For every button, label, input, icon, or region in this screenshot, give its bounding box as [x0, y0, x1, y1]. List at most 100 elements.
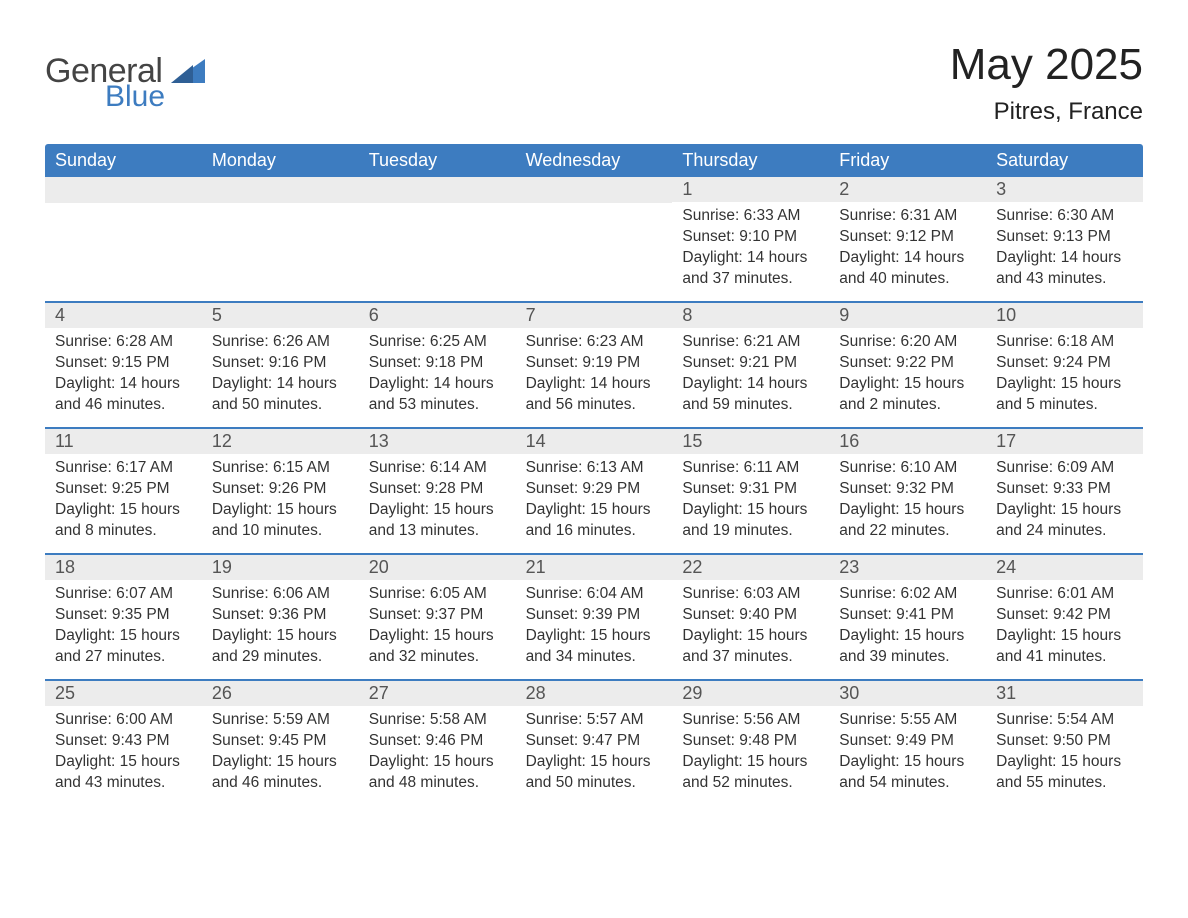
- day-cell: 14Sunrise: 6:13 AMSunset: 9:29 PMDayligh…: [516, 429, 673, 553]
- sunrise-line: Sunrise: 6:26 AM: [212, 332, 349, 353]
- daylight-line: Daylight: 14 hours and 37 minutes.: [682, 248, 819, 290]
- sunset-line: Sunset: 9:45 PM: [212, 731, 349, 752]
- daylight-line: Daylight: 15 hours and 27 minutes.: [55, 626, 192, 668]
- sunrise-line: Sunrise: 6:17 AM: [55, 458, 192, 479]
- day-cell: 8Sunrise: 6:21 AMSunset: 9:21 PMDaylight…: [672, 303, 829, 427]
- day-details: Sunrise: 6:18 AMSunset: 9:24 PMDaylight:…: [986, 328, 1143, 424]
- daylight-line: Daylight: 15 hours and 48 minutes.: [369, 752, 506, 794]
- sunrise-line: Sunrise: 6:05 AM: [369, 584, 506, 605]
- sunset-line: Sunset: 9:39 PM: [526, 605, 663, 626]
- month-title: May 2025: [950, 40, 1143, 90]
- day-cell: 10Sunrise: 6:18 AMSunset: 9:24 PMDayligh…: [986, 303, 1143, 427]
- sunset-line: Sunset: 9:29 PM: [526, 479, 663, 500]
- day-cell: 29Sunrise: 5:56 AMSunset: 9:48 PMDayligh…: [672, 681, 829, 805]
- daylight-line: Daylight: 15 hours and 32 minutes.: [369, 626, 506, 668]
- sunset-line: Sunset: 9:43 PM: [55, 731, 192, 752]
- day-cell: 4Sunrise: 6:28 AMSunset: 9:15 PMDaylight…: [45, 303, 202, 427]
- sunrise-line: Sunrise: 6:04 AM: [526, 584, 663, 605]
- day-cell: 23Sunrise: 6:02 AMSunset: 9:41 PMDayligh…: [829, 555, 986, 679]
- daylight-line: Daylight: 15 hours and 19 minutes.: [682, 500, 819, 542]
- weekday-header: Sunday: [45, 144, 202, 177]
- day-number: 21: [516, 555, 673, 580]
- sunrise-line: Sunrise: 6:31 AM: [839, 206, 976, 227]
- brand-word-2: Blue: [105, 82, 165, 112]
- daylight-line: Daylight: 14 hours and 43 minutes.: [996, 248, 1133, 290]
- weekday-header: Wednesday: [516, 144, 673, 177]
- day-cell: 20Sunrise: 6:05 AMSunset: 9:37 PMDayligh…: [359, 555, 516, 679]
- day-cell: 28Sunrise: 5:57 AMSunset: 9:47 PMDayligh…: [516, 681, 673, 805]
- day-number: 22: [672, 555, 829, 580]
- calendar-grid: SundayMondayTuesdayWednesdayThursdayFrid…: [45, 144, 1143, 805]
- calendar-page: General Blue May 2025 Pitres, France Sun…: [0, 0, 1188, 918]
- sunset-line: Sunset: 9:50 PM: [996, 731, 1133, 752]
- weekday-header-row: SundayMondayTuesdayWednesdayThursdayFrid…: [45, 144, 1143, 177]
- day-cell: 15Sunrise: 6:11 AMSunset: 9:31 PMDayligh…: [672, 429, 829, 553]
- day-number: 29: [672, 681, 829, 706]
- day-cell: 19Sunrise: 6:06 AMSunset: 9:36 PMDayligh…: [202, 555, 359, 679]
- day-cell: 12Sunrise: 6:15 AMSunset: 9:26 PMDayligh…: [202, 429, 359, 553]
- daylight-line: Daylight: 15 hours and 13 minutes.: [369, 500, 506, 542]
- sunrise-line: Sunrise: 6:25 AM: [369, 332, 506, 353]
- daylight-line: Daylight: 14 hours and 40 minutes.: [839, 248, 976, 290]
- day-cell: 30Sunrise: 5:55 AMSunset: 9:49 PMDayligh…: [829, 681, 986, 805]
- sunset-line: Sunset: 9:19 PM: [526, 353, 663, 374]
- day-number: [516, 177, 673, 203]
- day-details: Sunrise: 5:58 AMSunset: 9:46 PMDaylight:…: [359, 706, 516, 802]
- sunrise-line: Sunrise: 6:06 AM: [212, 584, 349, 605]
- day-cell: [202, 177, 359, 301]
- day-number: 7: [516, 303, 673, 328]
- sunset-line: Sunset: 9:10 PM: [682, 227, 819, 248]
- daylight-line: Daylight: 15 hours and 22 minutes.: [839, 500, 976, 542]
- day-cell: 5Sunrise: 6:26 AMSunset: 9:16 PMDaylight…: [202, 303, 359, 427]
- day-details: Sunrise: 6:03 AMSunset: 9:40 PMDaylight:…: [672, 580, 829, 676]
- sunrise-line: Sunrise: 5:57 AM: [526, 710, 663, 731]
- day-details: Sunrise: 6:09 AMSunset: 9:33 PMDaylight:…: [986, 454, 1143, 550]
- day-details: Sunrise: 5:54 AMSunset: 9:50 PMDaylight:…: [986, 706, 1143, 802]
- day-number: 15: [672, 429, 829, 454]
- day-details: Sunrise: 6:05 AMSunset: 9:37 PMDaylight:…: [359, 580, 516, 676]
- day-number: 9: [829, 303, 986, 328]
- day-details: Sunrise: 6:15 AMSunset: 9:26 PMDaylight:…: [202, 454, 359, 550]
- day-cell: [516, 177, 673, 301]
- day-number: 1: [672, 177, 829, 202]
- day-number: 30: [829, 681, 986, 706]
- daylight-line: Daylight: 15 hours and 10 minutes.: [212, 500, 349, 542]
- sunrise-line: Sunrise: 6:28 AM: [55, 332, 192, 353]
- sunrise-line: Sunrise: 6:13 AM: [526, 458, 663, 479]
- sunrise-line: Sunrise: 6:02 AM: [839, 584, 976, 605]
- sunrise-line: Sunrise: 6:11 AM: [682, 458, 819, 479]
- sunrise-line: Sunrise: 6:03 AM: [682, 584, 819, 605]
- day-cell: 7Sunrise: 6:23 AMSunset: 9:19 PMDaylight…: [516, 303, 673, 427]
- day-cell: [45, 177, 202, 301]
- week-row: 18Sunrise: 6:07 AMSunset: 9:35 PMDayligh…: [45, 553, 1143, 679]
- sunset-line: Sunset: 9:15 PM: [55, 353, 192, 374]
- sunset-line: Sunset: 9:16 PM: [212, 353, 349, 374]
- daylight-line: Daylight: 14 hours and 53 minutes.: [369, 374, 506, 416]
- day-number: 28: [516, 681, 673, 706]
- day-cell: 2Sunrise: 6:31 AMSunset: 9:12 PMDaylight…: [829, 177, 986, 301]
- day-details: Sunrise: 6:20 AMSunset: 9:22 PMDaylight:…: [829, 328, 986, 424]
- daylight-line: Daylight: 15 hours and 24 minutes.: [996, 500, 1133, 542]
- brand-logo: General Blue: [45, 54, 205, 112]
- day-number: 2: [829, 177, 986, 202]
- day-cell: 13Sunrise: 6:14 AMSunset: 9:28 PMDayligh…: [359, 429, 516, 553]
- day-details: Sunrise: 5:57 AMSunset: 9:47 PMDaylight:…: [516, 706, 673, 802]
- day-details: Sunrise: 6:01 AMSunset: 9:42 PMDaylight:…: [986, 580, 1143, 676]
- day-cell: [359, 177, 516, 301]
- sunrise-line: Sunrise: 6:30 AM: [996, 206, 1133, 227]
- day-details: Sunrise: 6:04 AMSunset: 9:39 PMDaylight:…: [516, 580, 673, 676]
- day-details: Sunrise: 6:14 AMSunset: 9:28 PMDaylight:…: [359, 454, 516, 550]
- day-cell: 16Sunrise: 6:10 AMSunset: 9:32 PMDayligh…: [829, 429, 986, 553]
- day-details: Sunrise: 6:00 AMSunset: 9:43 PMDaylight:…: [45, 706, 202, 802]
- sunset-line: Sunset: 9:24 PM: [996, 353, 1133, 374]
- day-number: 4: [45, 303, 202, 328]
- sunset-line: Sunset: 9:33 PM: [996, 479, 1133, 500]
- day-number: 31: [986, 681, 1143, 706]
- day-number: 11: [45, 429, 202, 454]
- day-cell: 27Sunrise: 5:58 AMSunset: 9:46 PMDayligh…: [359, 681, 516, 805]
- day-number: 13: [359, 429, 516, 454]
- day-number: 10: [986, 303, 1143, 328]
- sunrise-line: Sunrise: 6:20 AM: [839, 332, 976, 353]
- sunset-line: Sunset: 9:13 PM: [996, 227, 1133, 248]
- daylight-line: Daylight: 14 hours and 50 minutes.: [212, 374, 349, 416]
